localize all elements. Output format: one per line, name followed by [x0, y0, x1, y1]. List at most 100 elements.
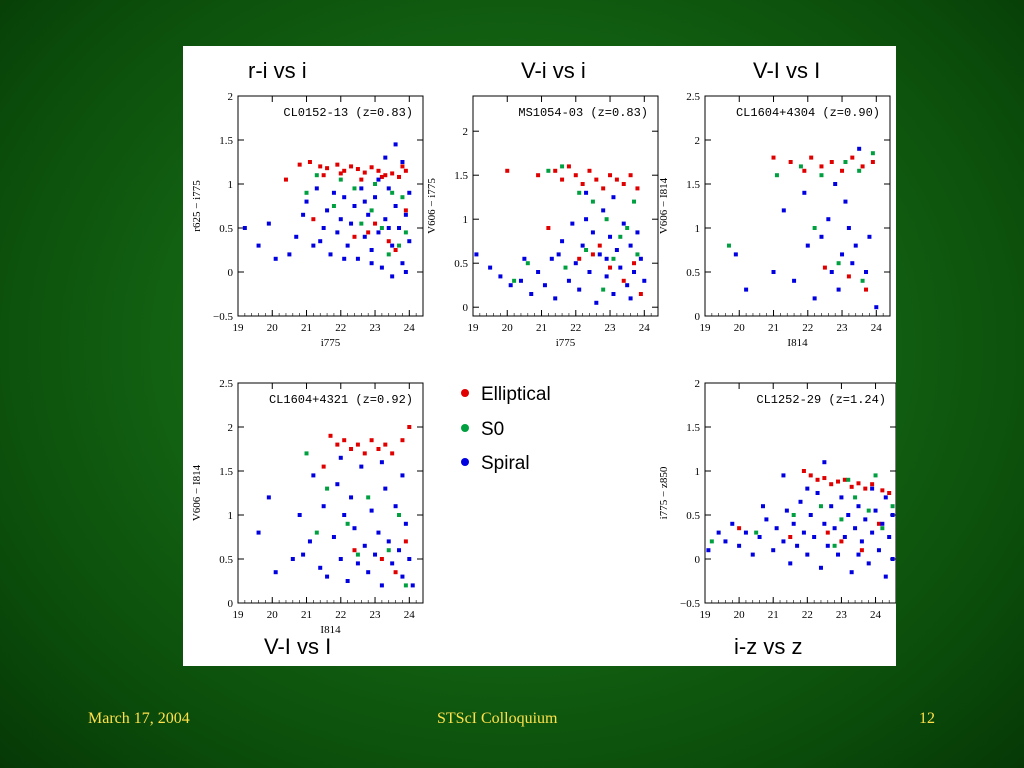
point-elliptical — [815, 477, 820, 482]
point-spiral — [792, 278, 797, 283]
point-spiral — [856, 552, 861, 557]
point-spiral — [594, 300, 599, 305]
x-tick-label: 21 — [536, 322, 547, 334]
point-spiral — [781, 473, 786, 478]
point-elliptical — [342, 438, 347, 443]
point-spiral — [266, 495, 271, 500]
point-spiral — [349, 221, 354, 226]
point-s0 — [314, 173, 319, 178]
point-spiral — [771, 548, 776, 553]
point-spiral — [857, 146, 862, 151]
point-spiral — [743, 530, 748, 535]
point-spiral — [242, 226, 247, 230]
point-spiral — [744, 287, 749, 292]
point-elliptical — [829, 482, 834, 487]
point-elliptical — [860, 164, 865, 169]
point-elliptical — [373, 221, 378, 226]
point-elliptical — [771, 155, 776, 160]
point-spiral — [556, 252, 561, 257]
point-spiral — [876, 548, 881, 553]
point-spiral — [566, 278, 571, 283]
point-spiral — [757, 535, 762, 539]
point-spiral — [390, 243, 395, 248]
point-elliptical — [328, 433, 333, 438]
y-axis-label: V606 − I814 — [191, 464, 203, 521]
scatter-plot-4: 19 20 21 22 23 24 0 0.5 1 1.5 2 2.5 CL1604+4321 (z=0… — [191, 378, 424, 636]
point-elliptical — [311, 217, 316, 222]
point-elliptical — [621, 278, 626, 283]
point-spiral — [518, 278, 523, 283]
point-spiral — [825, 543, 830, 548]
point-spiral — [352, 526, 357, 531]
plot-title: CL1252-29 (z=1.24) — [756, 393, 886, 407]
point-spiral — [750, 552, 755, 557]
point-elliptical — [352, 548, 357, 553]
point-spiral — [784, 508, 789, 513]
point-elliptical — [870, 482, 875, 487]
point-s0 — [604, 217, 609, 222]
point-s0 — [304, 451, 309, 456]
point-spiral — [256, 243, 261, 248]
point-spiral — [256, 530, 261, 535]
point-s0 — [373, 182, 378, 186]
x-tick-label: 19 — [233, 322, 245, 334]
point-spiral — [301, 552, 306, 557]
x-tick-label: 19 — [700, 609, 712, 621]
y-tick-label: 1.5 — [686, 179, 700, 191]
point-spiral — [802, 190, 807, 195]
point-spiral — [815, 491, 820, 495]
y-tick-label: 1 — [228, 510, 234, 522]
x-tick-label: 19 — [468, 322, 480, 334]
point-s0 — [890, 504, 895, 509]
point-spiral — [369, 261, 374, 266]
point-spiral — [864, 270, 869, 274]
point-spiral — [853, 243, 858, 248]
point-spiral — [331, 190, 336, 195]
point-spiral — [584, 190, 589, 195]
point-spiral — [856, 504, 861, 509]
point-spiral — [508, 283, 513, 288]
point-spiral — [338, 557, 343, 561]
y-tick-label: 0 — [228, 267, 234, 279]
point-spiral — [760, 504, 765, 509]
point-spiral — [849, 570, 854, 575]
y-tick-label: 0 — [695, 311, 701, 323]
y-tick-label: 2.5 — [686, 91, 700, 103]
point-elliptical — [407, 425, 412, 429]
point-elliptical — [876, 521, 881, 526]
x-tick-label: 21 — [768, 609, 779, 621]
point-s0 — [791, 513, 796, 517]
point-elliptical — [628, 173, 633, 178]
point-elliptical — [383, 442, 388, 447]
point-elliptical — [379, 174, 384, 179]
legend-spiral-label: Spiral — [481, 453, 530, 474]
figure-panel: 19 20 21 22 23 24 −0.5 0 0.5 1 1.5 2 CL0152-13 (z=0.… — [183, 46, 896, 666]
point-spiral — [805, 243, 810, 248]
y-tick-label: 0.5 — [454, 258, 468, 270]
point-spiral — [737, 543, 742, 548]
point-elliptical — [397, 174, 402, 179]
x-tick-label: 24 — [639, 322, 651, 334]
point-s0 — [386, 548, 391, 553]
point-s0 — [390, 190, 395, 195]
point-elliptical — [355, 167, 360, 172]
plot-title: MS1054-03 (z=0.83) — [518, 106, 648, 120]
point-spiral — [373, 552, 378, 557]
point-elliptical — [362, 451, 367, 456]
point-elliptical — [393, 248, 398, 252]
point-spiral — [397, 226, 402, 230]
point-elliptical — [887, 491, 892, 495]
point-spiral — [338, 455, 343, 460]
point-spiral — [832, 526, 837, 531]
point-s0 — [345, 521, 350, 526]
point-spiral — [805, 486, 810, 491]
legend-s0-marker — [461, 423, 469, 432]
point-spiral — [836, 552, 841, 557]
point-s0 — [590, 199, 595, 204]
point-s0 — [325, 486, 330, 491]
point-spiral — [621, 221, 626, 226]
point-s0 — [866, 508, 871, 513]
point-spiral — [822, 521, 827, 526]
point-s0 — [584, 248, 589, 252]
point-spiral — [342, 513, 347, 517]
